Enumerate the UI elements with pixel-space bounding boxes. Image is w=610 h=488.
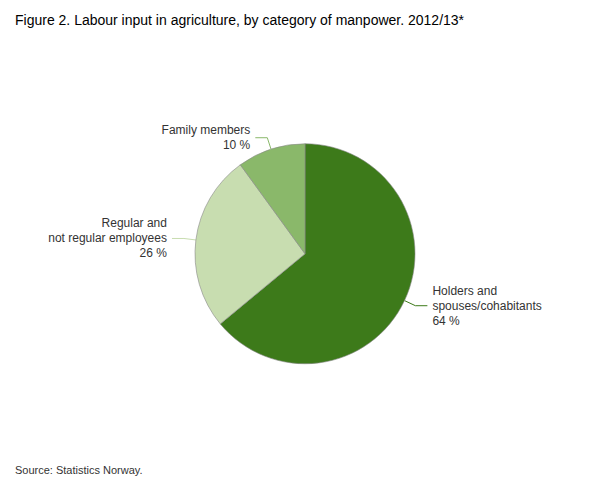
svg-text:spouses/cohabitants: spouses/cohabitants bbox=[432, 299, 541, 313]
svg-text:26 %: 26 % bbox=[140, 246, 168, 260]
svg-text:10 %: 10 % bbox=[223, 138, 251, 152]
svg-text:Regular and: Regular and bbox=[102, 216, 167, 230]
svg-text:Source: Statistics Norway.: Source: Statistics Norway. bbox=[15, 464, 143, 476]
svg-text:Holders and: Holders and bbox=[432, 284, 497, 298]
svg-text:not regular employees: not regular employees bbox=[48, 231, 167, 245]
svg-text:64 %: 64 % bbox=[432, 314, 460, 328]
svg-text:Figure 2. Labour input in agri: Figure 2. Labour input in agriculture, b… bbox=[15, 12, 465, 28]
svg-text:Family members: Family members bbox=[162, 123, 251, 137]
